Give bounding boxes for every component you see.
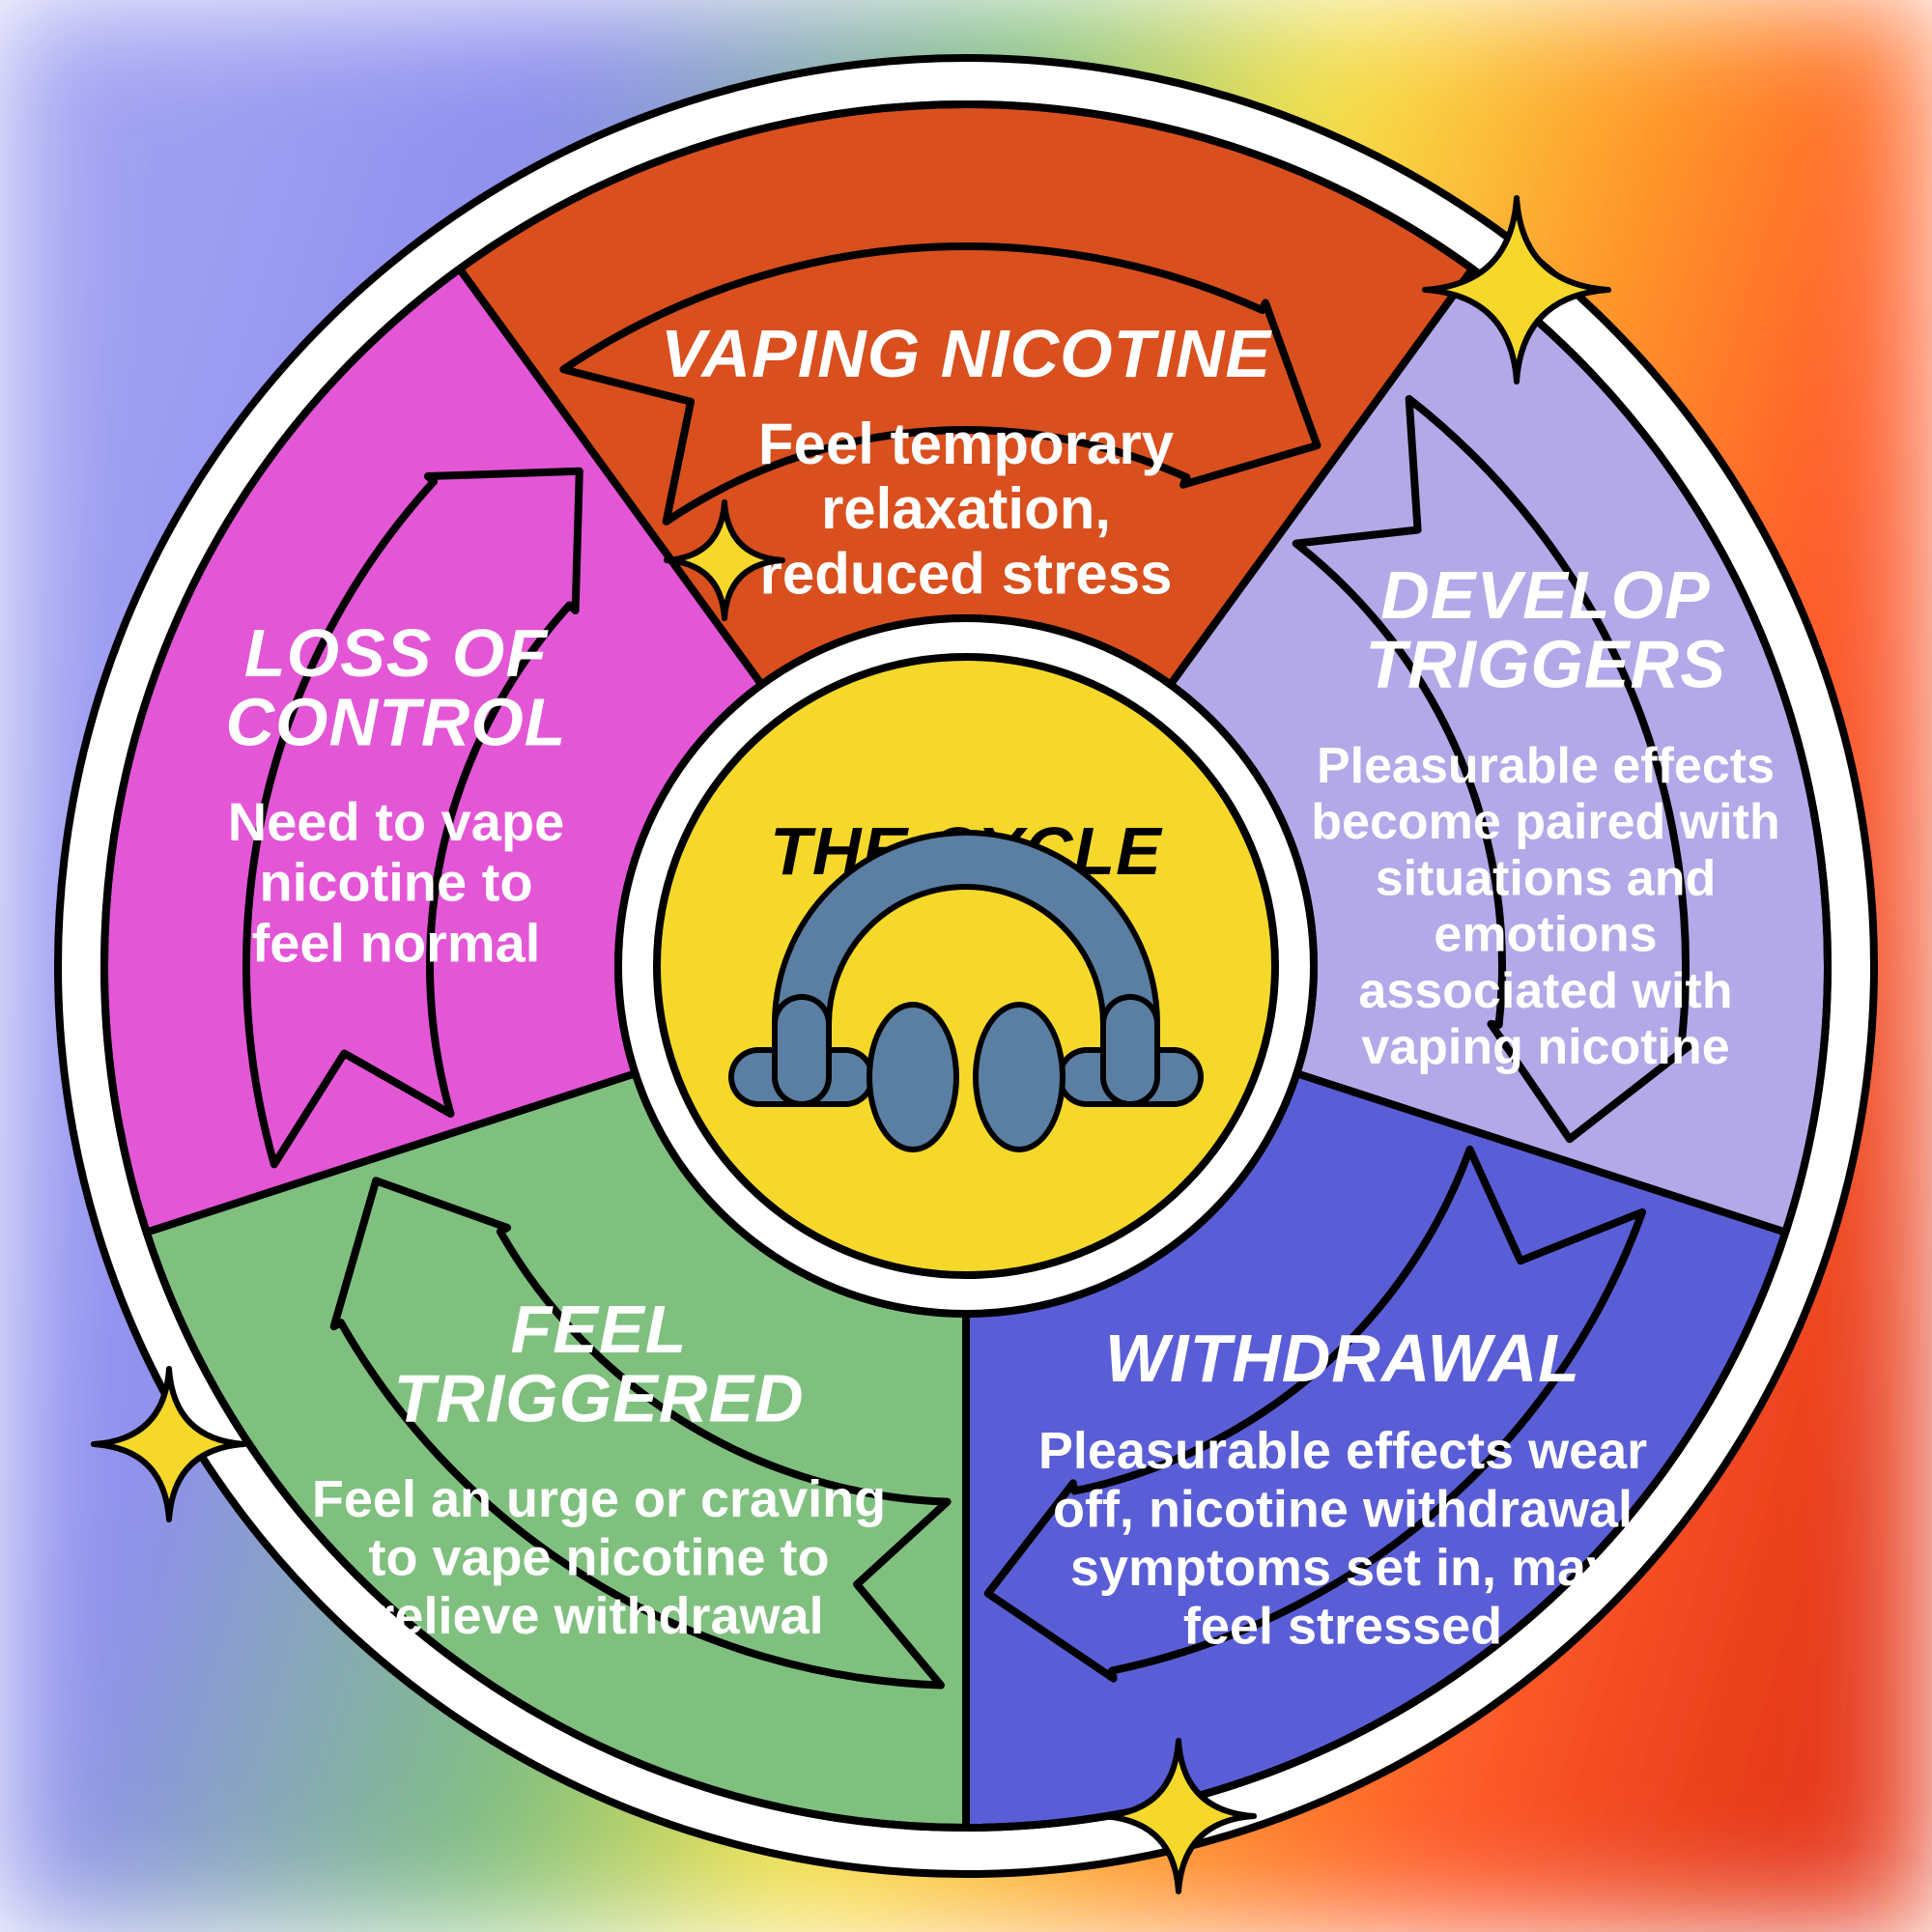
center-circle — [657, 657, 1275, 1275]
segment-title-feel-triggered: FEEL — [511, 1292, 688, 1367]
segment-body-vaping: Feel temporary — [758, 412, 1175, 476]
segment-title-loss-of-control: CONTROL — [225, 684, 566, 759]
segment-body-triggers: emotions — [1434, 907, 1657, 963]
segment-title-triggers: TRIGGERS — [1365, 626, 1726, 701]
segment-body-withdrawal: symptoms set in, may — [1070, 1539, 1615, 1597]
segment-body-loss-of-control: feel normal — [252, 912, 541, 973]
segment-body-triggers: situations and — [1376, 850, 1716, 906]
segment-title-triggers: DEVELOP — [1380, 557, 1711, 633]
segment-body-feel-triggered: relieve withdrawal — [374, 1587, 823, 1645]
segment-body-vaping: relaxation, — [821, 476, 1111, 541]
segment-body-triggers: vaping nicotine — [1361, 1019, 1729, 1075]
segment-title-withdrawal: WITHDRAWAL — [1105, 1321, 1580, 1396]
segment-body-vaping: reduced stress — [760, 541, 1173, 606]
segment-title-loss-of-control: LOSS OF — [244, 615, 549, 691]
segment-body-feel-triggered: Feel an urge or craving — [312, 1470, 886, 1528]
segment-body-loss-of-control: Need to vape — [228, 791, 565, 852]
segment-title-feel-triggered: TRIGGERED — [393, 1360, 804, 1435]
segment-body-triggers: Pleasurable effects — [1317, 738, 1775, 794]
segment-title-vaping: VAPING NICOTINE — [661, 316, 1272, 391]
segment-body-loss-of-control: nicotine to — [259, 852, 532, 913]
segment-body-withdrawal: off, nicotine withdrawal — [1053, 1480, 1633, 1538]
segment-body-triggers: associated with — [1358, 963, 1732, 1019]
segment-body-withdrawal: Pleasurable effects wear — [1038, 1422, 1647, 1480]
segment-body-triggers: become paired with — [1311, 794, 1779, 850]
segment-body-feel-triggered: to vape nicotine to — [368, 1528, 829, 1586]
segment-body-withdrawal: feel stressed — [1183, 1597, 1502, 1655]
